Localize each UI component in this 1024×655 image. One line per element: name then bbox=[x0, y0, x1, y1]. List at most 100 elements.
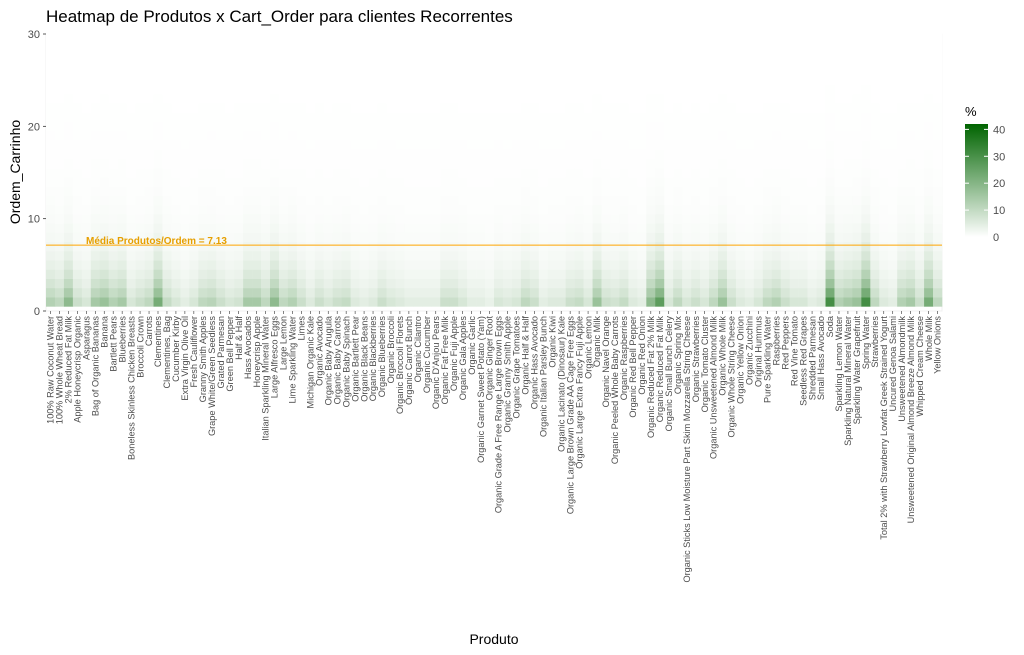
heatmap-cell bbox=[574, 204, 584, 215]
heatmap-cell bbox=[296, 186, 307, 196]
heatmap-cell bbox=[673, 250, 683, 261]
heatmap-cell bbox=[637, 241, 647, 252]
heatmap-cell bbox=[413, 94, 423, 104]
heatmap-cell bbox=[619, 177, 629, 187]
heatmap-cell bbox=[816, 149, 826, 159]
heatmap-cell bbox=[915, 241, 925, 252]
heatmap-cell bbox=[431, 47, 441, 58]
heatmap-cell bbox=[90, 103, 101, 113]
heatmap-cell bbox=[216, 186, 226, 196]
heatmap-cell bbox=[538, 94, 549, 104]
heatmap-cell bbox=[440, 75, 450, 86]
heatmap-cell bbox=[610, 214, 620, 224]
heatmap-cell bbox=[664, 167, 674, 178]
heatmap-cell bbox=[726, 66, 737, 76]
heatmap-cell bbox=[350, 195, 360, 206]
heatmap-cell bbox=[852, 112, 862, 123]
heatmap-cell bbox=[574, 278, 584, 289]
heatmap-cell bbox=[153, 29, 163, 39]
heatmap-cell bbox=[153, 66, 163, 76]
heatmap-cell bbox=[709, 84, 719, 95]
heatmap-cell bbox=[709, 140, 719, 150]
heatmap-cell bbox=[646, 223, 656, 233]
heatmap-cell bbox=[933, 112, 943, 123]
heatmap-cell bbox=[153, 158, 163, 169]
heatmap-cell bbox=[502, 223, 513, 233]
heatmap-cell bbox=[709, 29, 719, 39]
heatmap-cell bbox=[162, 47, 172, 58]
heatmap-cell bbox=[440, 29, 450, 39]
heatmap-cell bbox=[63, 177, 74, 187]
heatmap-cell bbox=[117, 214, 127, 224]
heatmap-cell bbox=[278, 260, 289, 270]
heatmap-cell bbox=[207, 158, 217, 169]
heatmap-cell bbox=[341, 140, 351, 150]
heatmap-cell bbox=[386, 94, 396, 104]
heatmap-cell bbox=[341, 204, 351, 215]
heatmap-cell bbox=[261, 278, 271, 289]
heatmap-cell bbox=[583, 84, 593, 95]
heatmap-cell bbox=[314, 232, 325, 243]
heatmap-cell bbox=[189, 149, 199, 159]
heatmap-cell bbox=[816, 84, 826, 95]
heatmap-cell bbox=[529, 214, 540, 224]
heatmap-cell bbox=[189, 167, 199, 178]
heatmap-cell bbox=[798, 29, 808, 39]
heatmap-cell bbox=[861, 260, 871, 270]
heatmap-cell bbox=[63, 214, 74, 224]
heatmap-cell bbox=[798, 94, 808, 104]
heatmap-cell bbox=[99, 84, 110, 95]
heatmap-cell bbox=[816, 269, 826, 279]
heatmap-cell bbox=[252, 232, 262, 243]
heatmap-cell bbox=[422, 269, 432, 279]
heatmap-cell bbox=[243, 130, 253, 141]
heatmap-cell bbox=[234, 287, 244, 298]
heatmap-cell bbox=[888, 260, 898, 270]
heatmap-cell bbox=[753, 94, 764, 104]
heatmap-cell bbox=[243, 29, 253, 39]
heatmap-cell bbox=[700, 47, 710, 58]
heatmap-cell bbox=[502, 167, 513, 178]
heatmap-cell bbox=[198, 287, 208, 298]
heatmap-cell bbox=[565, 269, 575, 279]
heatmap-cell bbox=[610, 260, 620, 270]
heatmap-cell bbox=[494, 186, 504, 196]
heatmap-cell bbox=[511, 112, 522, 123]
heatmap-cell bbox=[628, 84, 638, 95]
heatmap-cell bbox=[843, 47, 853, 58]
heatmap-cell bbox=[350, 232, 360, 243]
heatmap-cell bbox=[691, 103, 701, 113]
heatmap-cell bbox=[296, 204, 307, 215]
heatmap-cell bbox=[243, 269, 253, 279]
heatmap-cell bbox=[664, 260, 674, 270]
heatmap-cell bbox=[287, 177, 298, 187]
heatmap-cell bbox=[592, 177, 602, 187]
heatmap-cell bbox=[664, 278, 674, 289]
heatmap-cell bbox=[565, 241, 575, 252]
heatmap-cell bbox=[628, 66, 638, 76]
heatmap-cell bbox=[117, 121, 127, 132]
heatmap-cell bbox=[744, 66, 755, 76]
heatmap-cell bbox=[395, 241, 405, 252]
heatmap-cell bbox=[46, 75, 56, 86]
heatmap-cell bbox=[467, 158, 477, 169]
heatmap-cell bbox=[395, 84, 405, 95]
heatmap-cell bbox=[422, 57, 432, 67]
heatmap-cell bbox=[735, 149, 746, 159]
heatmap-cell bbox=[619, 223, 629, 233]
heatmap-cell bbox=[440, 57, 450, 67]
heatmap-cell bbox=[807, 130, 817, 141]
heatmap-cell bbox=[709, 287, 719, 298]
heatmap-cell bbox=[601, 214, 611, 224]
heatmap-cell bbox=[485, 112, 495, 123]
heatmap-cell bbox=[467, 241, 477, 252]
heatmap-cell bbox=[234, 250, 244, 261]
heatmap-cell bbox=[915, 167, 925, 178]
heatmap-cell bbox=[502, 158, 513, 169]
heatmap-cell bbox=[825, 57, 835, 67]
heatmap-cell bbox=[780, 112, 790, 123]
heatmap-cell bbox=[655, 269, 665, 279]
heatmap-cell bbox=[144, 297, 154, 307]
heatmap-cell bbox=[538, 38, 549, 49]
heatmap-cell bbox=[843, 29, 853, 39]
